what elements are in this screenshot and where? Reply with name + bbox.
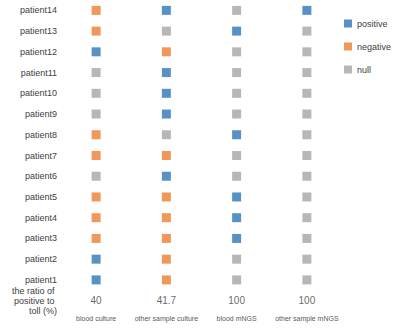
svg-text:other sample mNGS: other sample mNGS bbox=[275, 315, 339, 323]
svg-text:blood culture: blood culture bbox=[76, 315, 116, 322]
svg-text:patient5: patient5 bbox=[25, 192, 57, 202]
svg-text:patient12: patient12 bbox=[20, 47, 57, 57]
svg-text:patient11: patient11 bbox=[21, 68, 57, 78]
svg-text:patient10: patient10 bbox=[20, 88, 57, 98]
svg-text:patient13: patient13 bbox=[20, 26, 57, 36]
svg-text:patient6: patient6 bbox=[25, 171, 57, 181]
svg-text:negative: negative bbox=[357, 42, 391, 52]
svg-text:patient8: patient8 bbox=[25, 130, 57, 140]
svg-text:the ratio of: the ratio of bbox=[12, 286, 57, 296]
svg-text:positive to: positive to bbox=[14, 296, 57, 306]
svg-text:other sample culture: other sample culture bbox=[135, 315, 199, 323]
svg-text:100: 100 bbox=[228, 295, 245, 306]
svg-text:patient3: patient3 bbox=[25, 233, 57, 243]
svg-text:toll (%): toll (%) bbox=[29, 306, 57, 316]
svg-text:patient4: patient4 bbox=[25, 213, 57, 223]
svg-text:patient9: patient9 bbox=[25, 109, 57, 119]
svg-text:100: 100 bbox=[299, 295, 316, 306]
svg-text:patient2: patient2 bbox=[25, 254, 57, 264]
svg-text:patient7: patient7 bbox=[25, 151, 57, 161]
svg-text:positive: positive bbox=[357, 19, 388, 29]
svg-text:patient14: patient14 bbox=[20, 5, 57, 15]
svg-text:blood mNGS: blood mNGS bbox=[217, 315, 257, 322]
svg-text:41.7: 41.7 bbox=[157, 295, 177, 306]
svg-text:40: 40 bbox=[91, 295, 103, 306]
svg-text:patient1: patient1 bbox=[25, 275, 57, 285]
svg-text:null: null bbox=[357, 65, 371, 75]
